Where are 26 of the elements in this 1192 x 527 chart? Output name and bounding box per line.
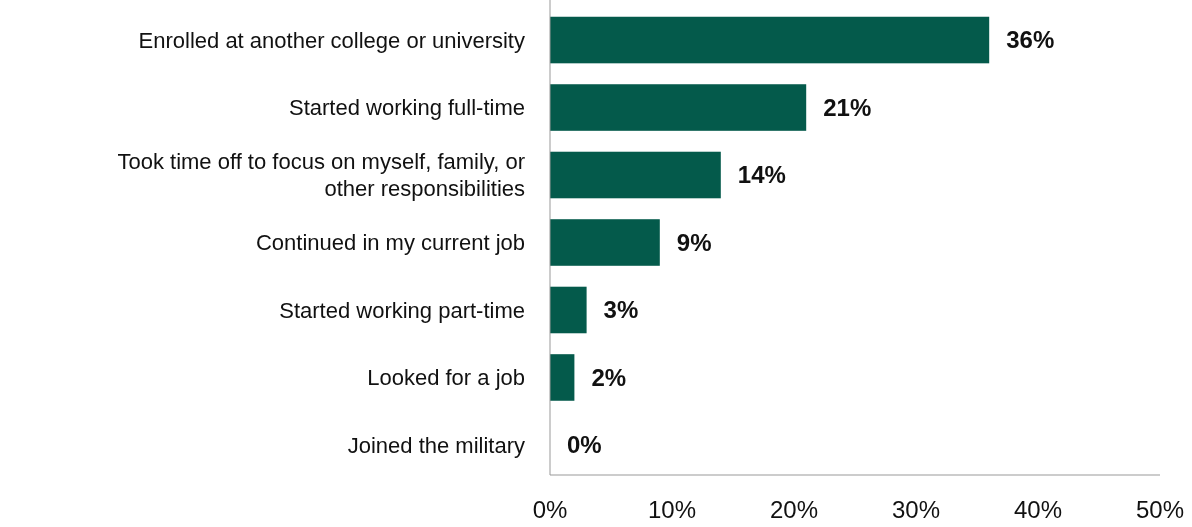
data-label: 36% — [1006, 26, 1055, 54]
bar — [550, 151, 721, 199]
bar — [550, 84, 807, 131]
y-tick-label: Took time off to focus on myself, family, or other responsibilities — [117, 149, 525, 202]
x-tick-label: 20% — [769, 496, 819, 523]
x-tick-label: 50% — [1135, 496, 1185, 523]
data-label: 14% — [737, 161, 786, 189]
data-label: 9% — [676, 228, 712, 256]
data-label: 3% — [603, 296, 639, 324]
bar — [550, 286, 587, 334]
data-label: 2% — [591, 363, 627, 391]
y-tick-label: Enrolled at another college or university — [138, 27, 525, 53]
x-tick-label: 10% — [647, 496, 697, 523]
y-tick-label: Looked for a job — [367, 365, 525, 391]
x-tick-label: 30% — [891, 496, 941, 523]
bar — [550, 219, 660, 266]
x-tick-label: 0% — [532, 496, 568, 523]
data-label: 21% — [823, 93, 872, 121]
bar — [550, 354, 575, 401]
x-tick-label: 40% — [1013, 496, 1063, 523]
y-tick-label: Joined the military — [347, 432, 525, 458]
y-tick-label: Continued in my current job — [255, 230, 525, 256]
y-tick-label: Started working part-time — [279, 297, 525, 323]
data-label: 0% — [567, 431, 602, 459]
y-tick-label: Started working full-time — [289, 95, 525, 121]
bar — [550, 16, 990, 64]
